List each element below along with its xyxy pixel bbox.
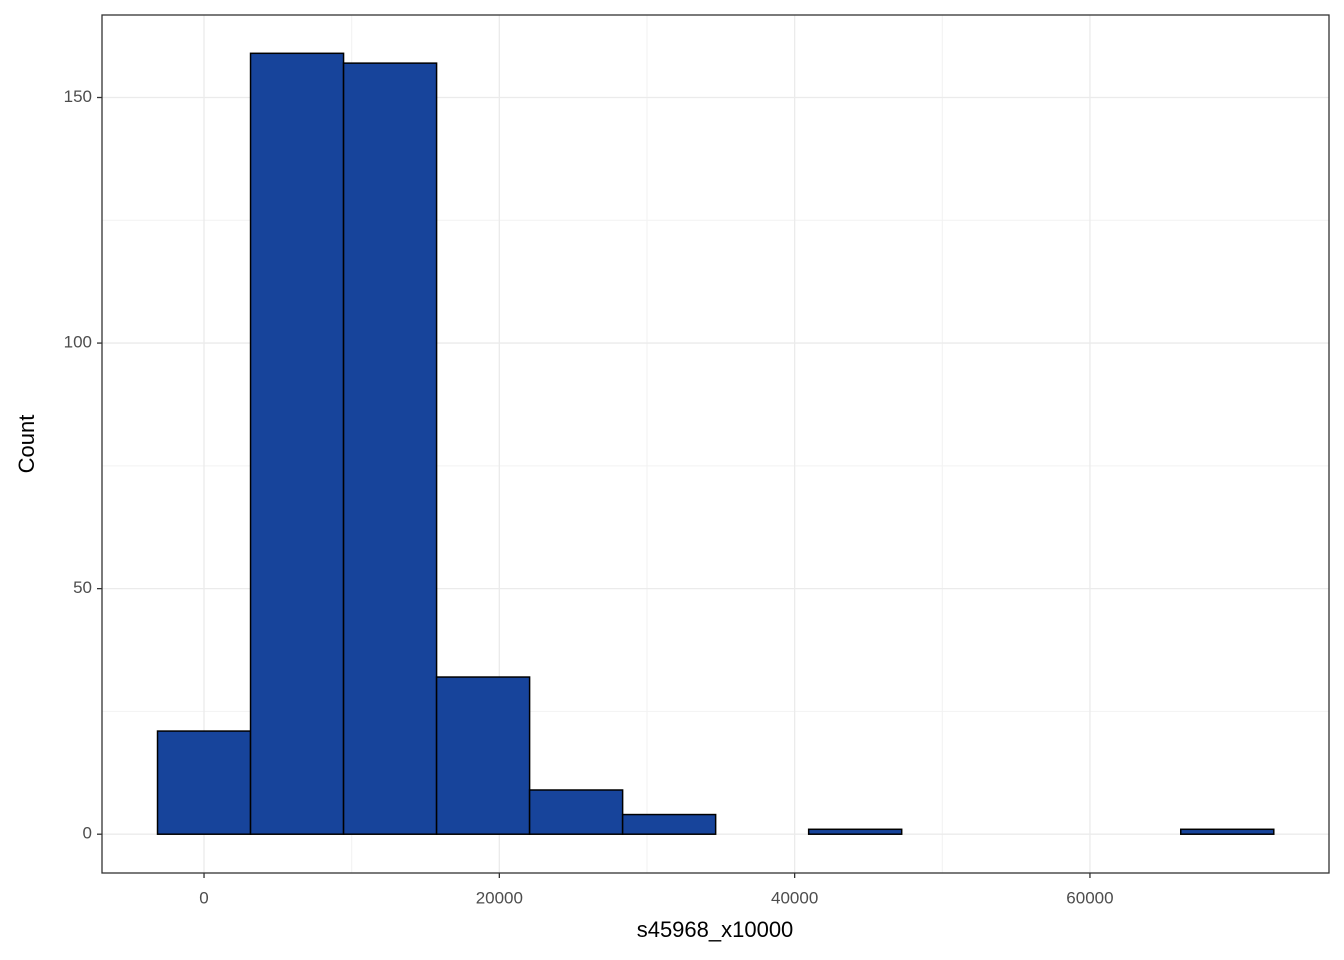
bar (249, 52, 345, 835)
bar (156, 730, 252, 835)
x-tick-label: 0 (199, 888, 208, 907)
bar (621, 813, 717, 835)
x-axis-title: s45968_x10000 (637, 917, 794, 942)
panel-border (101, 14, 1330, 874)
bar (807, 828, 903, 835)
y-tick-label: 0 (83, 824, 92, 843)
y-tick-label: 100 (64, 333, 92, 352)
bar (435, 676, 531, 835)
bar (528, 789, 624, 835)
bar (342, 62, 438, 835)
y-tick-label: 50 (73, 578, 92, 597)
x-tick-label: 60000 (1066, 888, 1113, 907)
y-tick-label: 150 (64, 87, 92, 106)
y-axis-title: Count (14, 415, 39, 474)
x-tick-label: 40000 (771, 888, 818, 907)
x-tick-label: 20000 (476, 888, 523, 907)
bar (1180, 828, 1275, 835)
